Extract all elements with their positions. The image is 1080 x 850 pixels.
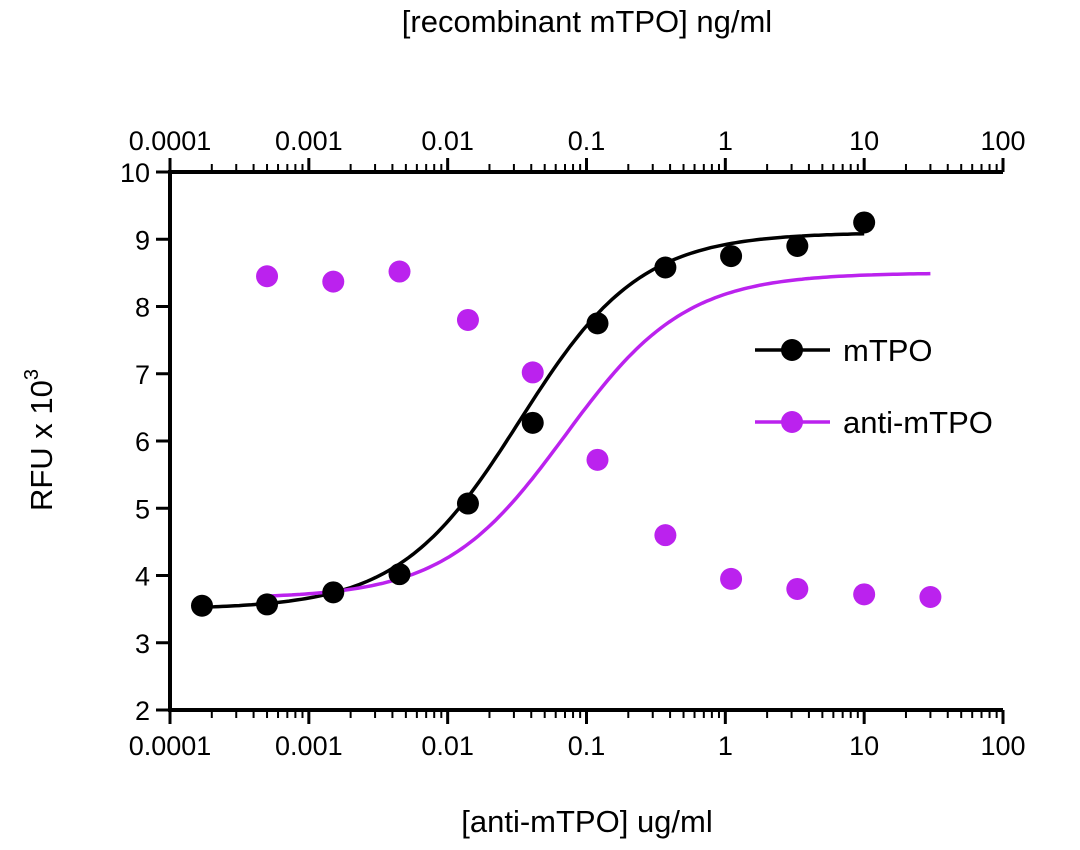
- data-point-mtpo: [853, 211, 876, 234]
- y-tick-label: 3: [135, 629, 150, 659]
- axes: 0.0001 0.0001 0.001 0.001 0.01 0.01 0.1 0.1 1 1 10…: [120, 126, 1026, 761]
- data-point-mtpo: [720, 245, 743, 268]
- data-point-mtpo: [322, 581, 345, 604]
- data-point-anti-mtpo: [586, 448, 609, 471]
- legend: mTPO anti-mTPO: [755, 333, 993, 440]
- data-point-mtpo: [190, 594, 213, 617]
- top-tick-label: 0.1: [568, 126, 606, 156]
- fit-curve-anti-mtpo: [266, 271, 931, 598]
- legend-marker-mtpo: [781, 339, 803, 361]
- data-point-anti-mtpo: [720, 567, 743, 590]
- fit-curve-mtpo: [201, 232, 865, 609]
- top-tick-label: 0.001: [275, 126, 343, 156]
- y-axis-title-exponent: 3: [21, 369, 43, 380]
- x-tick-label: 100: [980, 731, 1025, 761]
- fit-curves: [201, 232, 931, 609]
- y-tick-label: 6: [135, 427, 150, 457]
- y-tick-label: 9: [135, 225, 150, 255]
- x-tick-label: 10: [849, 731, 879, 761]
- data-point-mtpo: [654, 256, 677, 279]
- top-tick-label: 10: [849, 126, 879, 156]
- data-point-anti-mtpo: [388, 260, 411, 283]
- legend-label-mtpo: mTPO: [843, 333, 933, 368]
- y-tick-label: 4: [135, 562, 150, 592]
- top-tick-label: 0.0001: [129, 126, 212, 156]
- top-axis-title: [recombinant mTPO] ng/ml: [402, 4, 772, 39]
- y-tick-label: 5: [135, 494, 150, 524]
- x-tick-label: 0.1: [568, 731, 606, 761]
- y-tick-label: 2: [135, 696, 150, 726]
- y-axis-title: RFU x 103: [21, 369, 59, 511]
- data-points: [190, 211, 942, 617]
- legend-marker-anti-mtpo: [781, 411, 803, 433]
- data-point-mtpo: [456, 492, 479, 515]
- top-tick-label: 100: [980, 126, 1025, 156]
- x-tick-label: 0.0001: [129, 731, 212, 761]
- y-tick-label: 8: [135, 293, 150, 323]
- data-point-anti-mtpo: [853, 583, 876, 606]
- x-tick-label: 0.01: [421, 731, 474, 761]
- top-tick-label: 0.01: [421, 126, 474, 156]
- data-point-anti-mtpo: [521, 361, 544, 384]
- data-point-mtpo: [586, 312, 609, 335]
- x-tick-label: 1: [718, 731, 733, 761]
- y-tick-label: 10: [120, 158, 150, 188]
- data-point-mtpo: [256, 593, 279, 616]
- data-point-anti-mtpo: [786, 577, 809, 600]
- data-point-mtpo: [521, 411, 544, 434]
- data-point-anti-mtpo: [456, 308, 479, 331]
- x-axis-title: [anti-mTPO] ug/ml: [461, 804, 713, 839]
- top-tick-label: 1: [718, 126, 733, 156]
- data-point-mtpo: [786, 234, 809, 257]
- data-point-anti-mtpo: [919, 586, 942, 609]
- y-axis-title-main: RFU x 10: [24, 380, 59, 511]
- y-tick-label: 7: [135, 360, 150, 390]
- data-point-anti-mtpo: [654, 524, 677, 547]
- data-point-anti-mtpo: [256, 265, 279, 288]
- data-point-mtpo: [388, 563, 411, 586]
- legend-label-anti-mtpo: anti-mTPO: [843, 405, 993, 440]
- data-point-anti-mtpo: [322, 270, 345, 293]
- x-tick-label: 0.001: [275, 731, 343, 761]
